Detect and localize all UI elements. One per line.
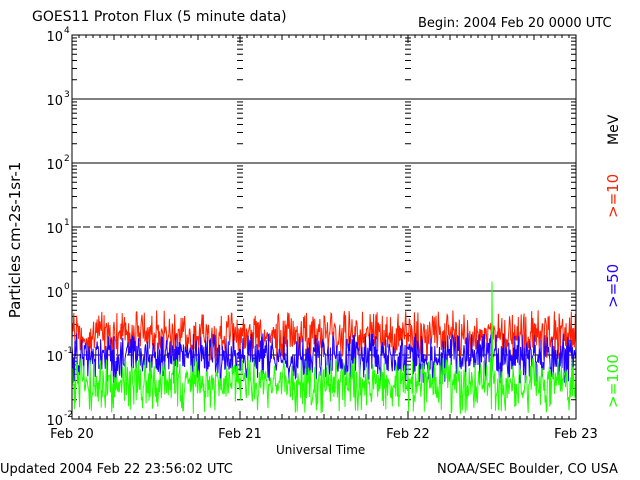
y-tick-label-0: 10 [46,414,63,429]
y-tick-exp-6: 4 [64,26,70,36]
plot-frame [71,34,577,420]
credit-label: NOAA/SEC Boulder, CO USA [437,462,618,477]
y-tick-exp-5: 3 [64,90,70,100]
x-tick-label-0: Feb 20 [50,427,94,442]
y-tick-label-3: 10 [46,222,63,237]
y-tick-exp-2: 0 [64,282,70,292]
x-tick-label-3: Feb 23 [554,427,598,442]
y-tick-label-1: 10 [46,350,63,365]
x-tick-label-1: Feb 21 [218,427,262,442]
legend-series-100: >=100 [604,354,622,408]
y-tick-label-6: 10 [46,30,63,45]
legend-series-10: >=10 [604,173,622,218]
y-tick-label-5: 10 [46,94,63,109]
legend-series-50: >=50 [604,263,622,308]
series-line-0 [71,310,577,362]
y-tick-exp-1: -1 [64,346,73,356]
x-tick-label-2: Feb 22 [386,427,430,442]
y-tick-exp-0: -2 [64,410,73,420]
y-tick-exp-4: 2 [64,154,70,164]
chart-title: GOES11 Proton Flux (5 minute data) [32,9,287,25]
y-axis-label: Particles cm-2s-1sr-1 [6,162,24,319]
y-tick-label-4: 10 [46,158,63,173]
y-tick-exp-3: 1 [64,218,70,228]
begin-time: Begin: 2004 Feb 20 0000 UTC [418,16,612,31]
unit-label: MeV [606,114,622,145]
series-line-2 [71,281,577,414]
x-axis-label: Universal Time [276,443,366,457]
updated-timestamp: Updated 2004 Feb 22 23:56:02 UTC [0,462,233,477]
y-tick-label-2: 10 [46,286,63,301]
